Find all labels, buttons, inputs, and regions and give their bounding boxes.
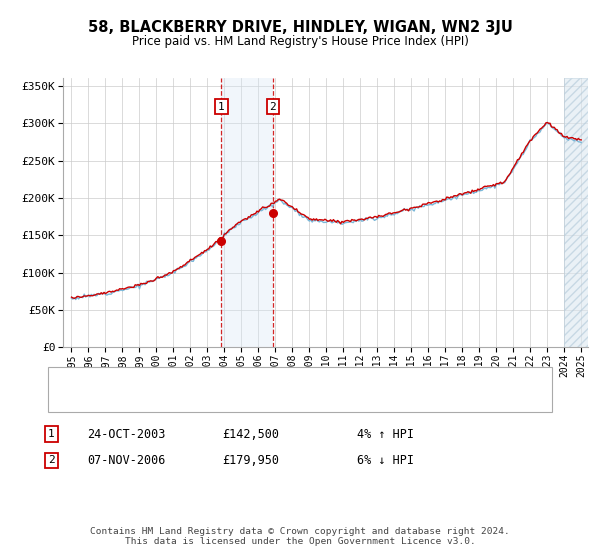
Text: 2: 2: [48, 455, 55, 465]
Text: £179,950: £179,950: [222, 454, 279, 467]
Text: ——: ——: [60, 366, 77, 380]
Text: HPI: Average price, detached house, Wigan: HPI: Average price, detached house, Wiga…: [90, 393, 316, 403]
Text: ——: ——: [60, 391, 77, 404]
Text: Contains HM Land Registry data © Crown copyright and database right 2024.
This d: Contains HM Land Registry data © Crown c…: [90, 526, 510, 546]
Text: 58, BLACKBERRY DRIVE, HINDLEY, WIGAN, WN2 3JU: 58, BLACKBERRY DRIVE, HINDLEY, WIGAN, WN…: [88, 20, 512, 35]
Text: 4% ↑ HPI: 4% ↑ HPI: [357, 427, 414, 441]
Text: 07-NOV-2006: 07-NOV-2006: [87, 454, 166, 467]
Text: 2: 2: [269, 101, 277, 111]
Text: 6% ↓ HPI: 6% ↓ HPI: [357, 454, 414, 467]
Text: 24-OCT-2003: 24-OCT-2003: [87, 427, 166, 441]
Bar: [564, 78, 590, 347]
Text: 1: 1: [48, 429, 55, 439]
Text: 1: 1: [218, 101, 225, 111]
Bar: [221, 78, 273, 347]
Text: £142,500: £142,500: [222, 427, 279, 441]
Text: 58, BLACKBERRY DRIVE, HINDLEY, WIGAN, WN2 3JU (detached house): 58, BLACKBERRY DRIVE, HINDLEY, WIGAN, WN…: [90, 367, 454, 377]
Text: Price paid vs. HM Land Registry's House Price Index (HPI): Price paid vs. HM Land Registry's House …: [131, 35, 469, 48]
